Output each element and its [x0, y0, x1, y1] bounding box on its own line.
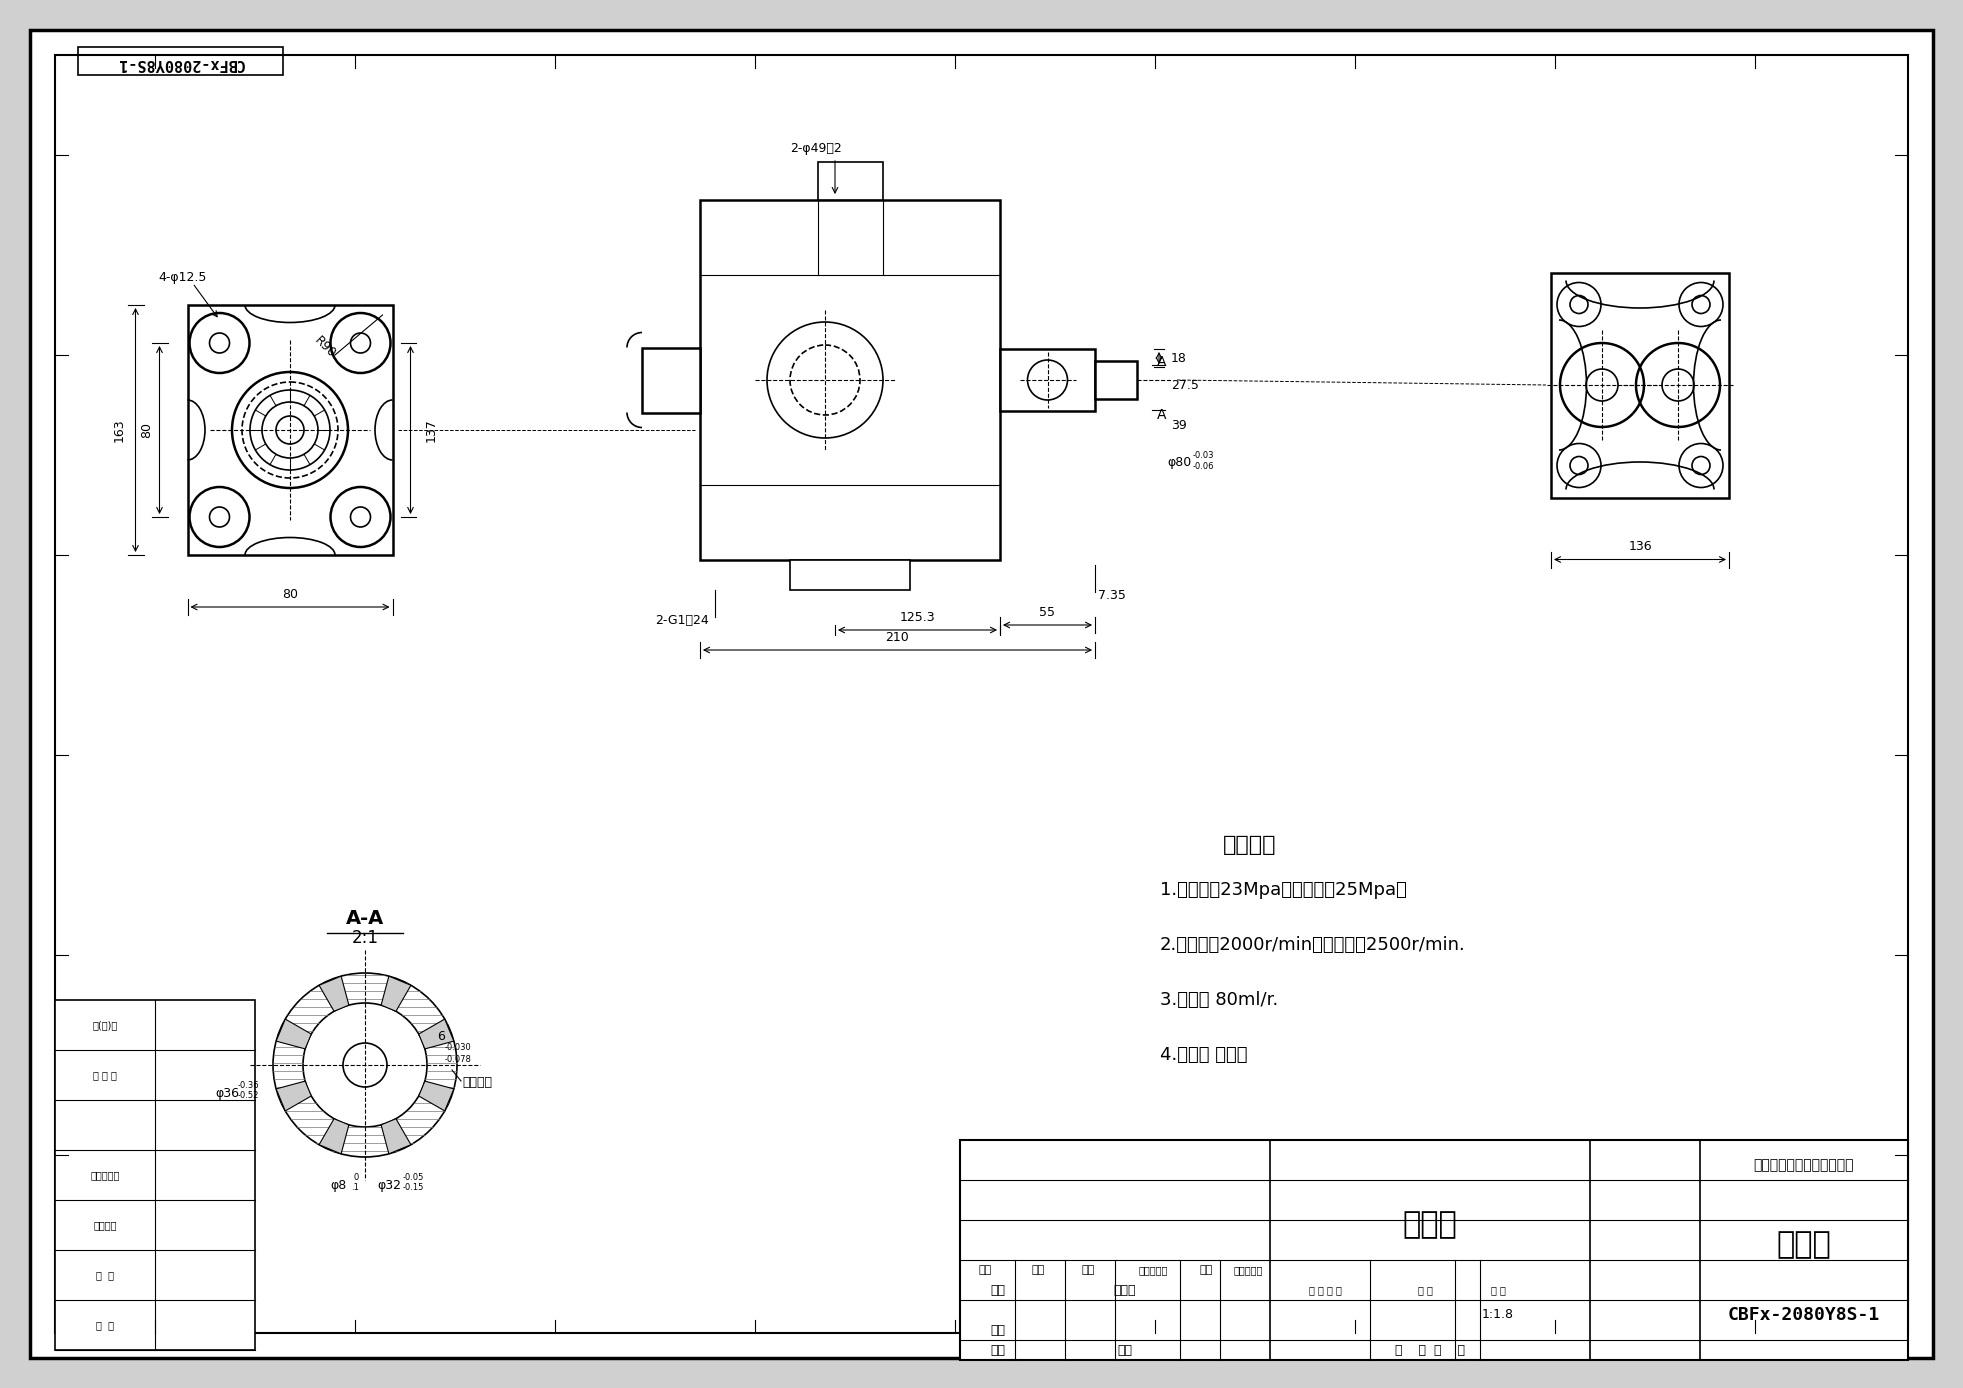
Bar: [188, 305, 393, 555]
Text: 4-φ12.5: 4-φ12.5: [159, 271, 206, 283]
Text: 163: 163: [114, 418, 126, 441]
Text: 审(核)月: 审(核)月: [92, 1020, 118, 1030]
Text: 批准: 批准: [1117, 1344, 1133, 1356]
Text: 年、月、日: 年、月、日: [1233, 1264, 1262, 1276]
Text: 39: 39: [1172, 419, 1188, 432]
Polygon shape: [277, 1081, 312, 1110]
Text: 210: 210: [885, 630, 909, 644]
Text: 80: 80: [283, 587, 298, 601]
Bar: [701, 200, 999, 559]
Text: -0.15: -0.15: [402, 1184, 424, 1192]
Text: 河北华春液压汽配有限公司: 河北华春液压汽配有限公司: [1753, 1158, 1855, 1171]
Text: 3.排量： 80ml/r.: 3.排量： 80ml/r.: [1160, 991, 1278, 1009]
Text: 共    张  第    张: 共 张 第 张: [1396, 1344, 1464, 1356]
Text: 签  字: 签 字: [96, 1270, 114, 1280]
Text: 4.旋向： 双旋向: 4.旋向： 双旋向: [1160, 1047, 1248, 1065]
Text: 7.35: 7.35: [1097, 589, 1127, 601]
Text: 136: 136: [1627, 540, 1651, 552]
Polygon shape: [381, 976, 410, 1012]
Bar: [999, 348, 1095, 411]
Text: -0.05: -0.05: [402, 1173, 424, 1181]
Text: CBFx-2080Y8S-1: CBFx-2080Y8S-1: [1727, 1306, 1881, 1324]
Text: 工  期: 工 期: [96, 1320, 114, 1330]
Text: 137: 137: [424, 418, 438, 441]
Bar: [1095, 361, 1137, 398]
Polygon shape: [320, 976, 349, 1012]
Bar: [960, 1140, 1908, 1360]
Text: 旧底图总号: 旧底图总号: [90, 1170, 120, 1180]
Text: 1:1.8: 1:1.8: [1482, 1309, 1513, 1321]
Text: 底图总号: 底图总号: [94, 1220, 116, 1230]
Text: A: A: [1158, 355, 1166, 369]
Text: φ36: φ36: [216, 1087, 239, 1099]
Text: -0.52: -0.52: [238, 1091, 259, 1101]
Polygon shape: [277, 1019, 312, 1049]
Text: 2-G1深24: 2-G1深24: [656, 613, 709, 626]
Text: 标记: 标记: [978, 1264, 991, 1276]
Text: 重 量: 重 量: [1417, 1285, 1433, 1295]
Bar: [789, 559, 911, 590]
Text: -0.06: -0.06: [1194, 461, 1215, 471]
Text: -0.03: -0.03: [1194, 451, 1215, 459]
Text: -0.030: -0.030: [446, 1042, 471, 1052]
Text: 6: 6: [438, 1030, 446, 1044]
Bar: [1551, 272, 1729, 497]
Text: 八键均布: 八键均布: [461, 1077, 493, 1090]
Polygon shape: [418, 1081, 453, 1110]
Text: 处数: 处数: [1031, 1264, 1044, 1276]
Text: 年 要 注: 年 要 注: [92, 1070, 118, 1080]
Polygon shape: [320, 1119, 349, 1153]
Bar: [817, 162, 883, 200]
Text: A-A: A-A: [345, 909, 385, 927]
Text: 比 例: 比 例: [1490, 1285, 1506, 1295]
Text: CBFx-2080Y8S-1: CBFx-2080Y8S-1: [116, 56, 243, 71]
Text: .1: .1: [351, 1184, 359, 1192]
Text: 标准化: 标准化: [1113, 1284, 1137, 1296]
Polygon shape: [381, 1119, 410, 1153]
Text: 2:1: 2:1: [351, 929, 379, 947]
Text: 80: 80: [139, 422, 153, 439]
Text: R90: R90: [312, 333, 338, 361]
Text: 设计: 设计: [991, 1284, 1005, 1296]
Text: φ32: φ32: [377, 1178, 400, 1191]
Text: A: A: [1158, 408, 1166, 422]
Bar: [642, 347, 701, 412]
Text: 2-φ49深2: 2-φ49深2: [789, 142, 842, 154]
Text: 技术要求: 技术要求: [1223, 836, 1276, 855]
Text: 审核: 审核: [991, 1324, 1005, 1337]
Text: φ8: φ8: [330, 1178, 345, 1191]
Bar: [55, 999, 255, 1351]
Text: 阶 段 标 记: 阶 段 标 记: [1309, 1285, 1341, 1295]
Text: 125.3: 125.3: [899, 611, 934, 623]
Text: 齿轮泵: 齿轮泵: [1777, 1231, 1831, 1259]
Text: φ80: φ80: [1166, 455, 1192, 469]
Text: 分区: 分区: [1082, 1264, 1095, 1276]
Text: 1.额定压力23Mpa，最高压力25Mpa。: 1.额定压力23Mpa，最高压力25Mpa。: [1160, 881, 1407, 899]
Text: 27.5: 27.5: [1172, 379, 1199, 391]
Bar: [79, 47, 283, 75]
Text: -0.078: -0.078: [446, 1055, 471, 1063]
Text: 0: 0: [353, 1173, 359, 1181]
Text: 签名: 签名: [1199, 1264, 1213, 1276]
Text: 工艺: 工艺: [991, 1344, 1005, 1356]
Text: 外形图: 外形图: [1404, 1210, 1457, 1239]
Text: 更改文件号: 更改文件号: [1139, 1264, 1168, 1276]
Text: 2.额定转速2000r/min，最高转速2500r/min.: 2.额定转速2000r/min，最高转速2500r/min.: [1160, 936, 1466, 954]
Text: 55: 55: [1040, 605, 1056, 619]
Text: 18: 18: [1172, 351, 1188, 365]
Text: -0.36: -0.36: [238, 1080, 259, 1090]
Polygon shape: [418, 1019, 453, 1049]
